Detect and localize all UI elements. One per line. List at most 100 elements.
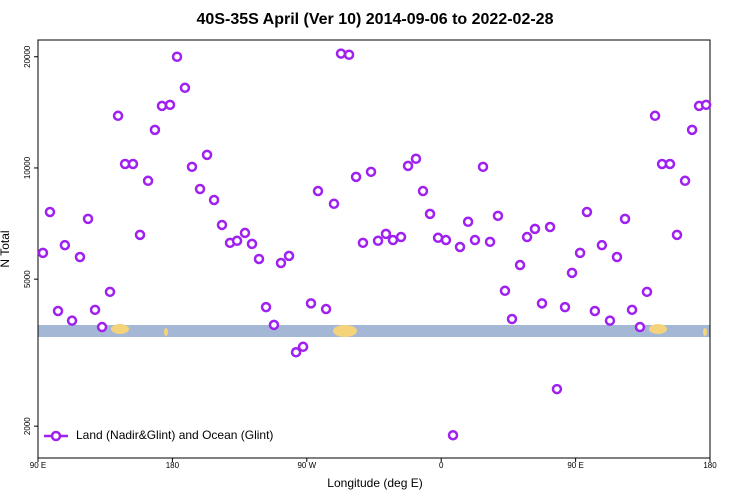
point (194, 183, 206, 195)
point (328, 198, 340, 209)
land (703, 328, 707, 336)
y-tick-label: 5000 (23, 270, 32, 288)
x-axis-label: Longitude (deg E) (327, 476, 422, 490)
point (469, 234, 481, 246)
point (700, 99, 712, 111)
point (350, 171, 362, 183)
point (142, 175, 154, 187)
point (171, 51, 183, 62)
point (365, 166, 377, 178)
y-tick-label: 10000 (23, 156, 32, 179)
point (74, 251, 86, 263)
point (89, 304, 101, 316)
point (551, 383, 563, 395)
point (297, 341, 309, 353)
point (275, 257, 287, 269)
point (149, 124, 161, 136)
point (357, 237, 369, 249)
point (104, 286, 116, 298)
point (395, 231, 407, 243)
point (164, 99, 176, 111)
x-tick-label: 180 (703, 461, 717, 470)
point (634, 321, 646, 333)
point (402, 160, 414, 172)
point (462, 216, 474, 228)
point (253, 253, 265, 265)
point (536, 298, 548, 309)
land (333, 325, 357, 337)
point (268, 319, 280, 331)
point (514, 259, 526, 271)
point (559, 301, 571, 313)
point (201, 149, 213, 161)
point (290, 347, 302, 358)
point (447, 429, 459, 441)
point (477, 161, 489, 173)
point (312, 185, 324, 197)
point (664, 158, 676, 170)
point (671, 229, 683, 241)
point (231, 235, 243, 247)
point (343, 49, 355, 61)
point (566, 267, 578, 279)
point (96, 321, 108, 333)
point (216, 219, 228, 231)
chart-title: 40S-35S April (Ver 10) 2014-09-06 to 202… (197, 11, 554, 28)
point (499, 285, 511, 297)
point (589, 305, 601, 317)
point (179, 82, 191, 94)
point (82, 213, 94, 225)
x-tick-label: 90 E (30, 461, 46, 470)
point (52, 305, 64, 317)
legend-label: Land (Nadir&Glint) and Ocean (Glint) (76, 428, 273, 442)
x-tick-label: 180 (166, 461, 180, 470)
point (581, 206, 593, 218)
point (611, 251, 623, 263)
point (59, 239, 71, 251)
point (649, 110, 661, 122)
point (208, 194, 220, 206)
point (604, 315, 616, 326)
point (320, 303, 332, 315)
point (619, 213, 631, 225)
point (37, 247, 49, 259)
point (454, 241, 466, 253)
point (239, 227, 251, 239)
point (387, 234, 399, 246)
point (641, 286, 653, 298)
point (492, 210, 504, 222)
point (506, 313, 518, 325)
x-tick-label: 90 W (297, 461, 316, 470)
y-tick-label: 2000 (23, 417, 32, 435)
land (649, 324, 667, 334)
point (305, 298, 317, 309)
y-tick-label: 20000 (23, 45, 32, 68)
legend-marker (50, 430, 62, 442)
ocean-band (38, 325, 710, 337)
point (596, 239, 608, 251)
series (37, 48, 712, 441)
point (440, 234, 452, 246)
land (111, 324, 129, 334)
point (484, 236, 496, 248)
y-axis-label: N Total (0, 230, 12, 267)
point (112, 110, 124, 122)
point (335, 48, 347, 59)
point (521, 231, 533, 243)
point (127, 158, 139, 170)
point (66, 315, 78, 326)
point (380, 228, 392, 240)
point (186, 161, 198, 173)
point (686, 124, 698, 136)
land (164, 328, 168, 336)
point (283, 250, 295, 262)
point (574, 247, 586, 259)
point (44, 206, 56, 218)
plot-frame (37, 39, 711, 459)
x-tick-label: 90 E (567, 461, 583, 470)
map-strip (38, 324, 710, 337)
point (626, 304, 638, 316)
point (134, 229, 146, 241)
point (260, 301, 272, 313)
